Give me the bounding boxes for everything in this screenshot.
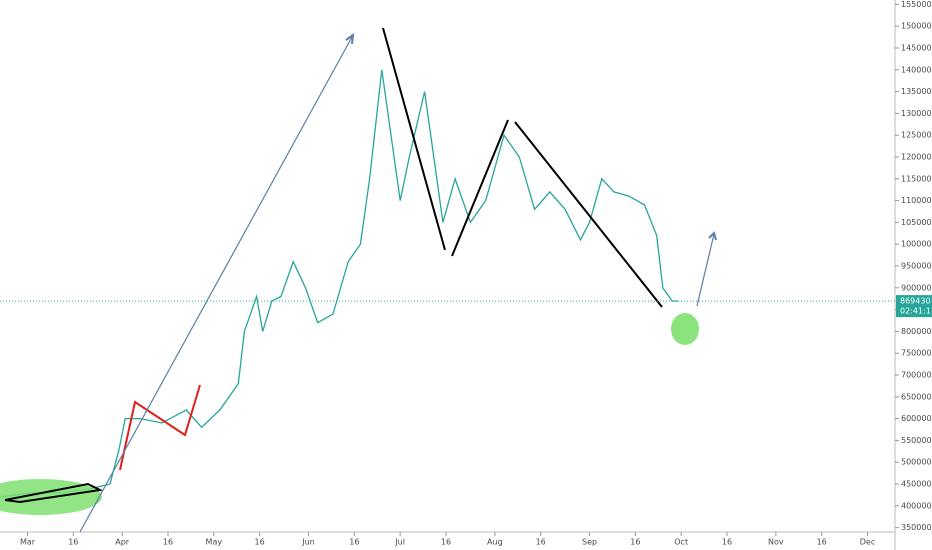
pattern-line bbox=[451, 119, 509, 257]
y-tick-label: 950000 bbox=[901, 262, 932, 271]
pattern-line bbox=[382, 27, 446, 251]
x-tick-label: 16 bbox=[536, 538, 546, 547]
x-tick-label: 16 bbox=[817, 538, 827, 547]
y-tick-label: 1100000 bbox=[901, 196, 932, 205]
y-tick-label: 1450000 bbox=[901, 43, 932, 52]
y-tick-label: 600000 bbox=[901, 414, 932, 423]
x-tick-label: 16 bbox=[349, 538, 359, 547]
trend-arrow bbox=[696, 233, 715, 307]
y-tick-label: 1300000 bbox=[901, 109, 932, 118]
x-tick-label: 16 bbox=[163, 538, 173, 547]
y-tick-label: 1400000 bbox=[901, 65, 932, 74]
y-tick-label: 1200000 bbox=[901, 152, 932, 161]
x-tick-label: Aug bbox=[487, 538, 503, 547]
highlight-ellipse bbox=[671, 313, 699, 345]
x-tick-label: Jul bbox=[394, 538, 405, 547]
x-tick-label: Sep bbox=[582, 538, 597, 547]
trend-arrow bbox=[79, 36, 353, 533]
x-tick-label: Dec bbox=[860, 538, 875, 547]
y-tick-label: 450000 bbox=[901, 480, 932, 489]
y-tick-label: 400000 bbox=[901, 501, 932, 510]
annotations bbox=[0, 27, 717, 533]
x-tick-label: 16 bbox=[68, 538, 78, 547]
x-tick-label: Oct bbox=[674, 538, 688, 547]
red-pattern bbox=[119, 384, 201, 471]
y-tick-label: 1150000 bbox=[901, 174, 932, 183]
countdown-label: 02:41:13 bbox=[900, 307, 932, 316]
y-tick-label: 750000 bbox=[901, 349, 932, 358]
y-tick-label: 800000 bbox=[901, 327, 932, 336]
x-tick-label: Jun bbox=[301, 538, 315, 547]
price-line bbox=[0, 69, 679, 498]
y-tick-label: 1000000 bbox=[901, 240, 932, 249]
x-tick-label: May bbox=[206, 538, 223, 547]
x-tick-label: Apr bbox=[115, 538, 130, 547]
last-price-label: 869430 bbox=[900, 297, 931, 306]
y-tick-label: 500000 bbox=[901, 458, 932, 467]
y-tick-label: 1050000 bbox=[901, 218, 932, 227]
arrow-head bbox=[708, 231, 717, 241]
pattern-line bbox=[514, 121, 663, 308]
y-tick-label: 700000 bbox=[901, 371, 932, 380]
x-tick-label: Mar bbox=[20, 538, 36, 547]
plot-area bbox=[0, 69, 679, 498]
y-tick-label: 350000 bbox=[901, 523, 932, 532]
y-tick-label: 550000 bbox=[901, 436, 932, 445]
y-tick-label: 1550000 bbox=[901, 0, 932, 9]
y-tick-label: 1250000 bbox=[901, 131, 932, 140]
y-tick-label: 650000 bbox=[901, 392, 932, 401]
x-tick-label: 16 bbox=[255, 538, 265, 547]
last-price-box bbox=[896, 295, 932, 318]
triangle-pattern bbox=[4, 482, 104, 504]
y-tick-label: 1500000 bbox=[901, 22, 932, 31]
x-tick-label: Nov bbox=[768, 538, 784, 547]
y-tick-label: 900000 bbox=[901, 283, 932, 292]
x-tick-label: 16 bbox=[441, 538, 451, 547]
y-tick-label: 1350000 bbox=[901, 87, 932, 96]
arrow-head bbox=[345, 32, 355, 45]
x-tick-label: 16 bbox=[722, 538, 732, 547]
x-tick-label: 16 bbox=[630, 538, 640, 547]
